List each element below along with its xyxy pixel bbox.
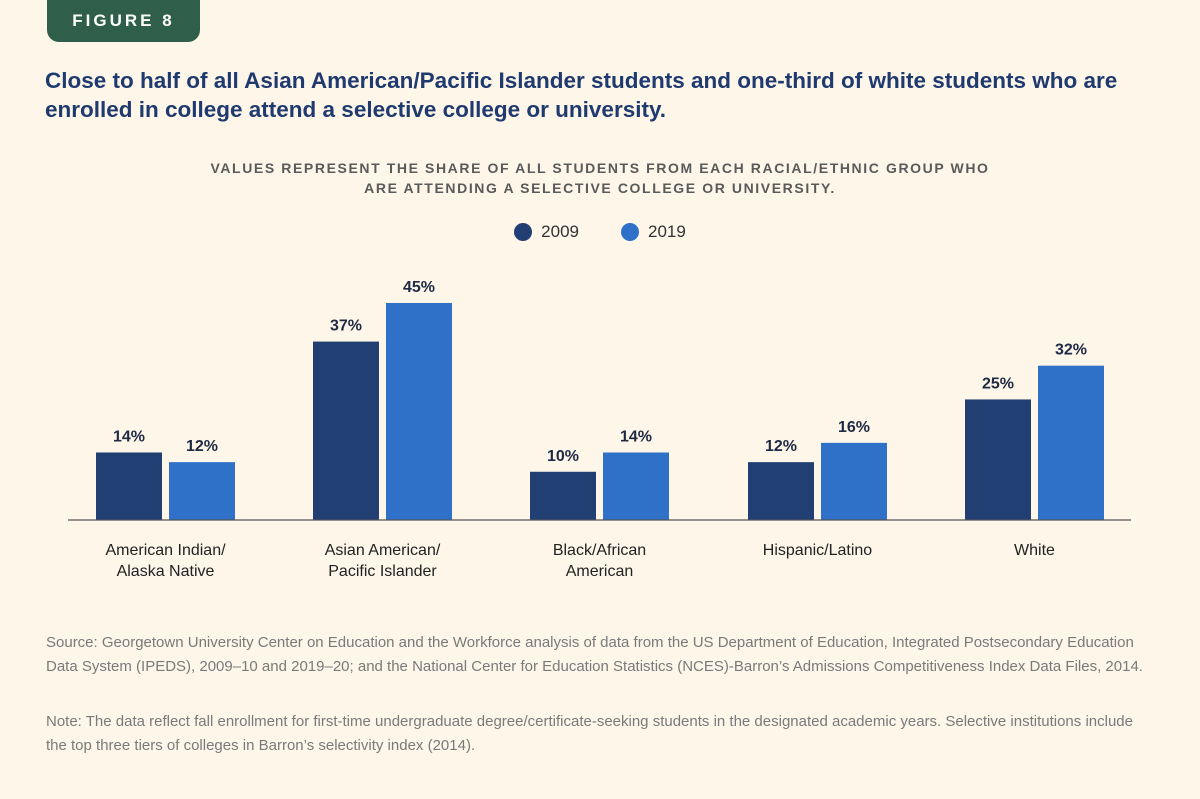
legend-label-2009: 2009 [541,222,579,241]
legend-label-2019: 2019 [648,222,686,241]
figure-badge: FIGURE 8 [47,0,200,42]
headline: Close to half of all Asian American/Paci… [45,68,1118,122]
bar-2019-4 [1038,365,1104,520]
footnote: Note: The data reflect fall enrollment f… [46,713,1133,754]
bar-2009-4 [965,399,1031,520]
bar-value-label-2009-1: 37% [330,318,362,335]
legend: 2009 2019 [0,222,1200,242]
bar-value-label-2019-3: 16% [838,419,870,436]
category-label-3-0: Hispanic/Latino [763,542,873,559]
chart-subtitle: VALUES REPRESENT THE SHARE OF ALL STUDEN… [210,160,990,196]
bar-2009-1 [313,341,379,520]
category-label-0-1: Alaska Native [117,563,215,580]
source-note: Source: Georgetown University Center on … [46,634,1143,675]
legend-item-2009: 2009 [514,222,579,242]
bar-value-label-2019-4: 32% [1055,342,1087,359]
bar-value-label-2019-1: 45% [403,279,435,296]
bar-2009-0 [96,452,162,520]
bar-2019-3 [821,442,887,520]
bar-value-label-2019-2: 14% [620,428,652,445]
category-label-4-0: White [1014,542,1055,559]
category-label-2-0: Black/African [553,542,646,559]
bar-value-label-2009-0: 14% [113,428,145,445]
bar-2009-2 [530,471,596,520]
legend-item-2019: 2019 [621,222,686,242]
bar-value-label-2009-3: 12% [765,438,797,455]
bar-value-label-2019-0: 12% [186,438,218,455]
category-label-1-0: Asian American/ [325,542,441,559]
legend-swatch-2009 [514,223,533,241]
bar-chart: 14% 12% American Indian/Alaska Native 37% 45… [68,279,1131,580]
bar-2019-1 [386,303,452,520]
bar-value-label-2009-4: 25% [982,375,1014,392]
category-label-2-1: American [566,563,634,580]
bar-2019-0 [169,462,235,520]
category-label-1-1: Pacific Islander [328,563,437,580]
legend-swatch-2019 [621,223,639,241]
bar-2019-2 [603,452,669,520]
bar-value-label-2009-2: 10% [547,448,579,465]
bar-2009-3 [748,462,814,520]
category-label-0-0: American Indian/ [105,542,226,559]
